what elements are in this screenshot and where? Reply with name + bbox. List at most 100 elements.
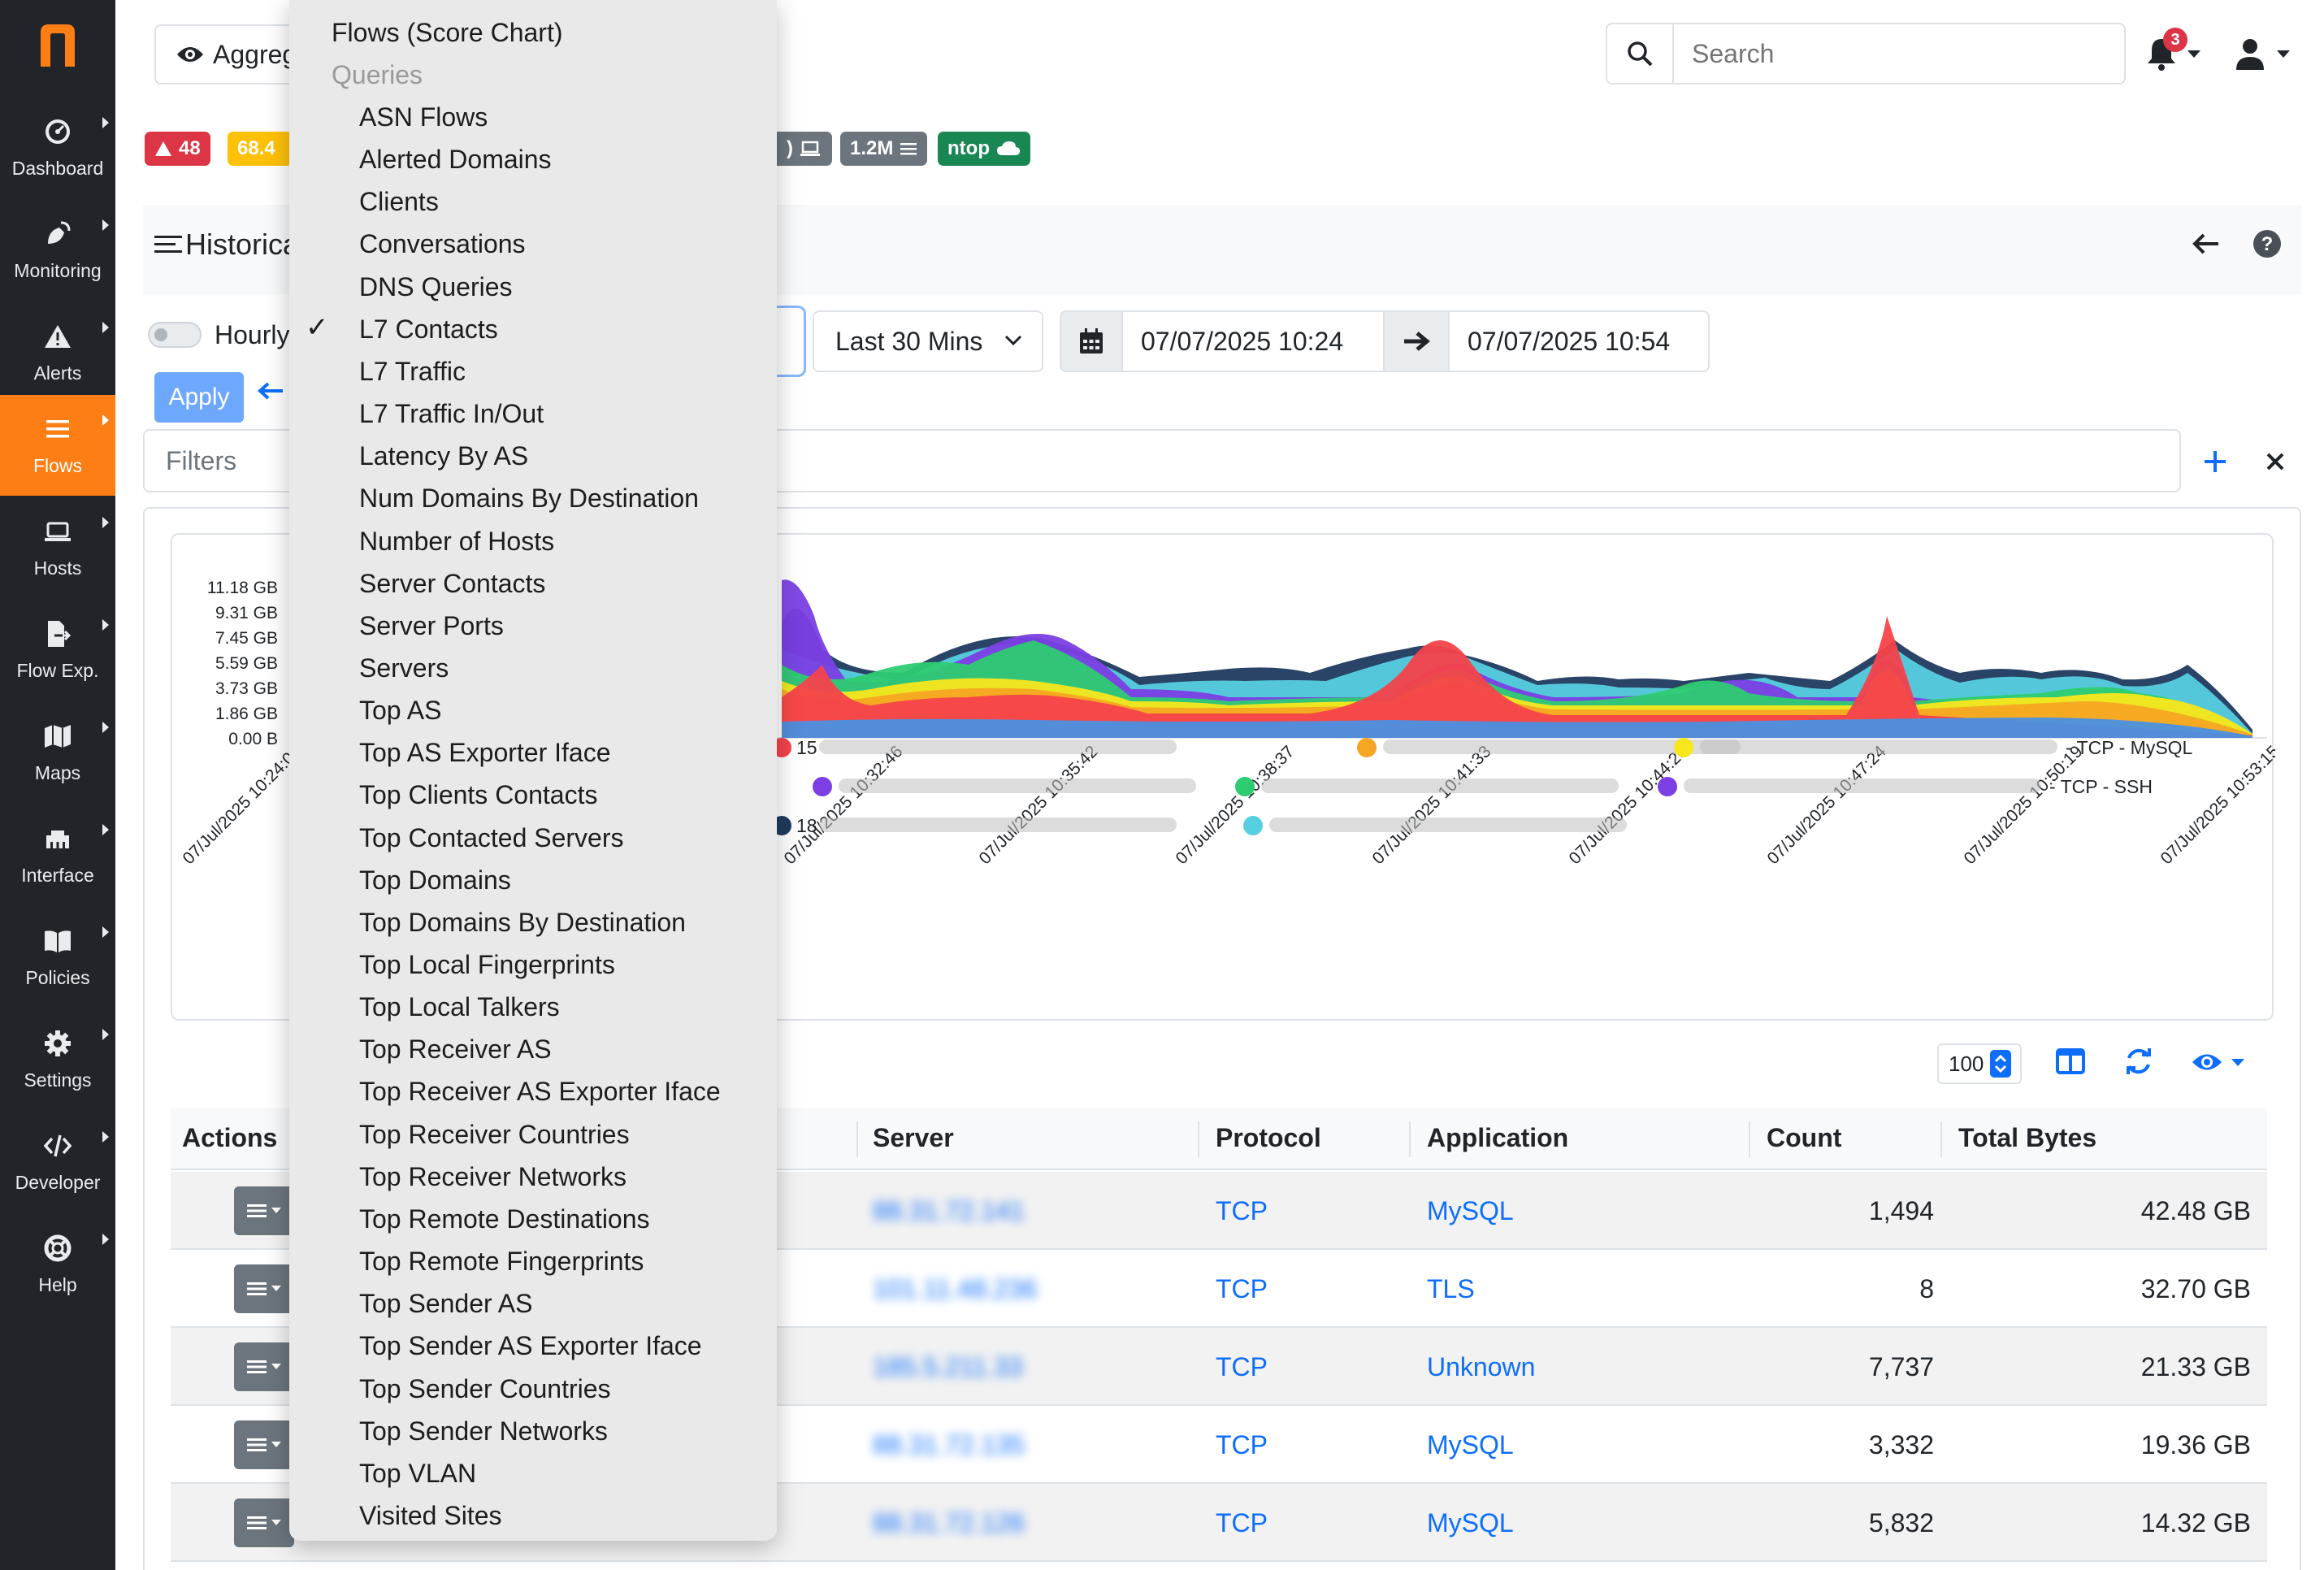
column-header-actions[interactable]: Actions: [182, 1123, 278, 1152]
column-header-total-bytes[interactable]: Total Bytes: [1958, 1123, 2097, 1152]
clear-filters-button[interactable]: [2252, 439, 2298, 484]
calendar-button[interactable]: [1060, 310, 1123, 372]
date-from-input[interactable]: 07/07/2025 10:24: [1121, 310, 1385, 372]
protocol-link[interactable]: TCP: [1216, 1508, 1268, 1537]
dropdown-item-l7-traffic[interactable]: L7 Traffic: [359, 356, 466, 386]
server-link[interactable]: 101.11.48.236: [873, 1274, 1038, 1303]
column-header-server[interactable]: Server: [873, 1123, 954, 1152]
apply-button[interactable]: Apply: [154, 372, 244, 423]
sidebar-item-dashboard[interactable]: Dashboard: [0, 98, 115, 198]
search-button[interactable]: [1607, 24, 1674, 83]
legend-swatch[interactable]: [1674, 738, 1693, 757]
arrow-left-icon[interactable]: [2192, 232, 2220, 256]
dropdown-item-latency-by-as[interactable]: Latency By AS: [359, 441, 529, 471]
dropdown-item-top-receiver-as[interactable]: Top Receiver AS: [359, 1034, 552, 1065]
dropdown-item-top-as-exporter-iface[interactable]: Top AS Exporter Iface: [359, 738, 611, 768]
sidebar-item-help[interactable]: Help: [0, 1214, 115, 1315]
row-actions-button[interactable]: [234, 1264, 294, 1313]
hosts-badge[interactable]: ): [777, 132, 832, 166]
warnings-badge[interactable]: 68.4: [228, 132, 293, 166]
legend-swatch[interactable]: [1243, 816, 1263, 835]
dropdown-item-top-sender-as-exporter-iface[interactable]: Top Sender AS Exporter Iface: [359, 1331, 702, 1361]
dropdown-item-server-contacts[interactable]: Server Contacts: [359, 568, 546, 598]
dropdown-item-top-receiver-as-exporter-iface[interactable]: Top Receiver AS Exporter Iface: [359, 1077, 721, 1107]
sidebar-item-flow-exporters[interactable]: Flow Exp.: [0, 600, 115, 700]
flows-count-badge[interactable]: 1.2M: [840, 132, 928, 166]
legend-label[interactable]: - TCP - SSH: [2049, 776, 2153, 797]
dropdown-item-top-receiver-countries[interactable]: Top Receiver Countries: [359, 1119, 630, 1149]
server-link[interactable]: 185.5.211.33: [873, 1352, 1023, 1381]
row-actions-button[interactable]: [234, 1420, 294, 1469]
hourly-toggle[interactable]: [148, 322, 202, 348]
row-actions-button[interactable]: [234, 1342, 294, 1391]
application-link[interactable]: MySQL: [1427, 1508, 1514, 1537]
ntop-cloud-badge[interactable]: ntop: [938, 132, 1030, 166]
dropdown-item-number-of-hosts[interactable]: Number of Hosts: [359, 526, 555, 556]
sidebar-item-maps[interactable]: Maps: [0, 702, 115, 803]
dropdown-item-alerted-domains[interactable]: Alerted Domains: [359, 145, 552, 175]
dropdown-item-visited-sites[interactable]: Visited Sites: [359, 1500, 502, 1530]
server-link[interactable]: 88.31.72.141: [873, 1196, 1025, 1225]
dropdown-group-flows-score-chart[interactable]: Flows (Score Chart): [332, 18, 563, 47]
dropdown-item-top-remote-fingerprints[interactable]: Top Remote Fingerprints: [359, 1247, 644, 1277]
legend-swatch[interactable]: [772, 738, 791, 757]
per-page-select[interactable]: 100: [1937, 1043, 2022, 1084]
row-actions-button[interactable]: [234, 1186, 294, 1235]
application-link[interactable]: Unknown: [1427, 1352, 1536, 1381]
server-link[interactable]: 88.31.72.126: [873, 1508, 1025, 1537]
dropdown-item-top-local-talkers[interactable]: Top Local Talkers: [359, 992, 560, 1022]
sidebar-item-flows[interactable]: Flows: [0, 395, 115, 496]
ntopng-logo[interactable]: [0, 0, 115, 89]
arrow-left-icon[interactable]: [257, 380, 284, 401]
sidebar-item-hosts[interactable]: Hosts: [0, 497, 115, 598]
server-link[interactable]: 88.31.72.135: [873, 1430, 1025, 1459]
legend-swatch[interactable]: [772, 816, 791, 835]
search-input[interactable]: [1674, 37, 2096, 70]
dropdown-item-l7-contacts[interactable]: L7 Contacts: [359, 314, 498, 344]
dropdown-item-conversations[interactable]: Conversations: [359, 229, 526, 259]
dropdown-item-top-sender-countries[interactable]: Top Sender Countries: [359, 1373, 611, 1403]
sidebar-item-monitoring[interactable]: Monitoring: [0, 200, 115, 301]
user-menu-button[interactable]: [2235, 33, 2308, 75]
legend-swatch[interactable]: [1235, 777, 1255, 796]
dropdown-item-dns-queries[interactable]: DNS Queries: [359, 271, 513, 301]
refresh-button[interactable]: [2124, 1047, 2153, 1080]
dropdown-item-l7-traffic-in-out[interactable]: L7 Traffic In/Out: [359, 399, 544, 429]
legend-swatch[interactable]: [813, 777, 832, 796]
dropdown-item-servers[interactable]: Servers: [359, 653, 449, 683]
column-header-count[interactable]: Count: [1767, 1123, 1842, 1152]
sidebar-item-settings[interactable]: Settings: [0, 1009, 115, 1110]
notifications-button[interactable]: 3: [2145, 28, 2210, 75]
column-header-protocol[interactable]: Protocol: [1216, 1123, 1321, 1152]
protocol-link[interactable]: TCP: [1216, 1274, 1268, 1303]
dropdown-item-top-domains-by-destination[interactable]: Top Domains By Destination: [359, 907, 686, 937]
legend-swatch[interactable]: [1357, 738, 1377, 757]
legend-swatch[interactable]: [1658, 777, 1677, 796]
dropdown-item-top-remote-destinations[interactable]: Top Remote Destinations: [359, 1204, 650, 1234]
protocol-link[interactable]: TCP: [1216, 1430, 1268, 1459]
protocol-link[interactable]: TCP: [1216, 1196, 1268, 1225]
dropdown-item-top-local-fingerprints[interactable]: Top Local Fingerprints: [359, 950, 615, 979]
protocol-link[interactable]: TCP: [1216, 1352, 1268, 1381]
alerts-badge[interactable]: 48: [145, 132, 210, 166]
dropdown-item-top-clients-contacts[interactable]: Top Clients Contacts: [359, 780, 598, 810]
legend-label[interactable]: - TCP - MySQL: [2066, 737, 2193, 758]
sidebar-item-developer[interactable]: Developer: [0, 1112, 115, 1212]
add-filter-button[interactable]: [2192, 439, 2238, 484]
dropdown-item-top-as[interactable]: Top AS: [359, 696, 442, 726]
visibility-menu-button[interactable]: [2191, 1050, 2248, 1078]
sidebar-item-interface[interactable]: Interface: [0, 805, 115, 905]
dropdown-item-asn-flows[interactable]: ASN Flows: [359, 102, 488, 132]
dropdown-item-top-vlan[interactable]: Top VLAN: [359, 1458, 477, 1488]
dropdown-item-top-receiver-networks[interactable]: Top Receiver Networks: [359, 1161, 627, 1191]
dropdown-item-server-ports[interactable]: Server Ports: [359, 610, 504, 640]
columns-toggle-button[interactable]: [2056, 1048, 2085, 1078]
date-to-input[interactable]: 07/07/2025 10:54: [1448, 310, 1710, 372]
application-link[interactable]: MySQL: [1427, 1196, 1514, 1225]
dropdown-item-top-sender-as[interactable]: Top Sender AS: [359, 1289, 533, 1319]
filters-input[interactable]: Filters: [143, 429, 2181, 492]
dropdown-item-top-domains[interactable]: Top Domains: [359, 865, 511, 895]
query-select-focus[interactable]: [764, 306, 806, 377]
dropdown-item-clients[interactable]: Clients: [359, 187, 439, 217]
dropdown-item-top-sender-networks[interactable]: Top Sender Networks: [359, 1416, 608, 1446]
